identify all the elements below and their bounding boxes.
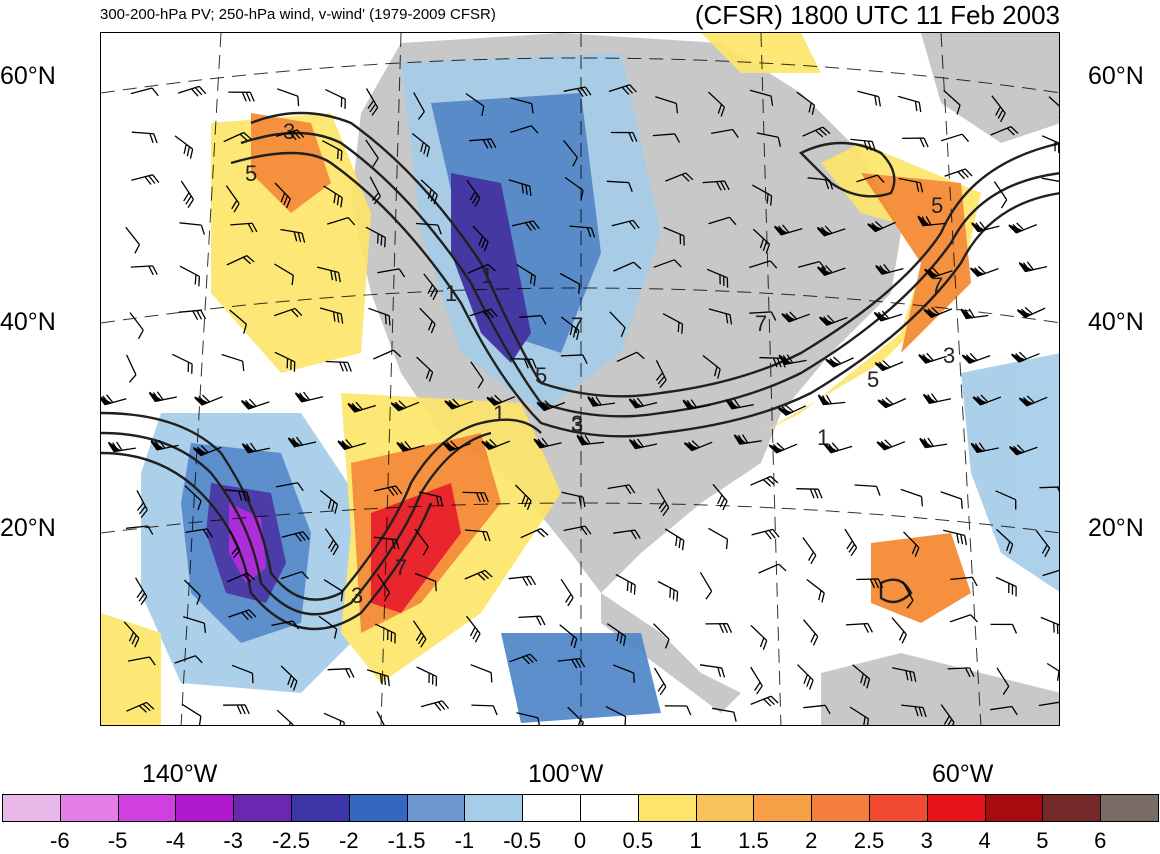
colorbar-swatch: [291, 794, 350, 822]
colorbar-label: 6: [1094, 828, 1106, 854]
contour-label: 3: [943, 343, 955, 368]
colorbar-swatch: [696, 794, 755, 822]
lon-label-140w: 140°W: [142, 760, 217, 789]
contour-label: 5: [867, 367, 879, 392]
colorbar-swatch: [2, 794, 61, 822]
colorbar-swatch: [175, 794, 234, 822]
colorbar-label: -2: [339, 828, 359, 854]
colorbar-swatch: [753, 794, 812, 822]
colorbar-swatch: [927, 794, 986, 822]
lat-label-20n-left: 20°N: [0, 514, 56, 543]
contour-label: 3: [351, 583, 363, 608]
colorbar-label: -5: [108, 828, 128, 854]
lon-label-100w: 100°W: [528, 760, 603, 789]
colorbar-label: 0.5: [623, 828, 654, 854]
lat-label-40n-left: 40°N: [0, 308, 56, 337]
colorbar-label: -1.5: [388, 828, 426, 854]
lat-label-60n-left: 60°N: [0, 62, 56, 91]
map-panel: 3 5 1 1 7 5 3 1 5 3 7 7 3 5 1 3 7: [100, 32, 1060, 726]
colorbar-swatch: [60, 794, 119, 822]
colorbar-label: -4: [166, 828, 186, 854]
map-title: (CFSR) 1800 UTC 11 Feb 2003: [695, 0, 1060, 31]
colorbar-swatch: [118, 794, 177, 822]
colorbar-swatch: [1042, 794, 1101, 822]
colorbar-label: 1.5: [738, 828, 769, 854]
colorbar-label: -3: [223, 828, 243, 854]
colorbar-label: 2.5: [854, 828, 885, 854]
lat-label-40n-right: 40°N: [1088, 308, 1144, 337]
lat-label-60n-right: 60°N: [1088, 62, 1144, 91]
contour-label: 5: [931, 193, 943, 218]
colorbar-label: 1: [689, 828, 701, 854]
contour-label: 7: [755, 311, 767, 336]
colorbar-swatch: [464, 794, 523, 822]
colorbar-swatch: [638, 794, 697, 822]
colorbar-label: -0.5: [503, 828, 541, 854]
colorbar-swatch: [349, 794, 408, 822]
colorbar-label: -2.5: [272, 828, 310, 854]
map-subtitle: 300-200-hPa PV; 250-hPa wind, v-wind' (1…: [100, 6, 496, 23]
colorbar-label: 4: [978, 828, 990, 854]
colorbar-swatch: [522, 794, 581, 822]
contour-label: 7: [395, 555, 407, 580]
colorbar-label: 2: [805, 828, 817, 854]
colorbar-label: 0: [574, 828, 586, 854]
contour-label: 3: [571, 413, 583, 438]
contour-label: 5: [245, 161, 257, 186]
colorbar-swatch: [985, 794, 1044, 822]
contour-label: 5: [535, 363, 547, 388]
colorbar-label: -1: [455, 828, 475, 854]
colorbar-label: -6: [50, 828, 70, 854]
lat-label-20n-right: 20°N: [1088, 514, 1144, 543]
colorbar-swatch: [1100, 794, 1159, 822]
colorbar-label: 3: [921, 828, 933, 854]
colorbar-swatch: [869, 794, 928, 822]
colorbar-label: 5: [1036, 828, 1048, 854]
contour-label: 1: [445, 281, 457, 306]
colorbar-swatch: [407, 794, 466, 822]
lon-label-60w: 60°W: [932, 760, 993, 789]
colorbar-swatch: [580, 794, 639, 822]
colorbar-swatch: [233, 794, 292, 822]
map-plot: 3 5 1 1 7 5 3 1 5 3 7 7 3 5 1 3 7: [101, 33, 1060, 726]
colorbar-swatch: [811, 794, 870, 822]
